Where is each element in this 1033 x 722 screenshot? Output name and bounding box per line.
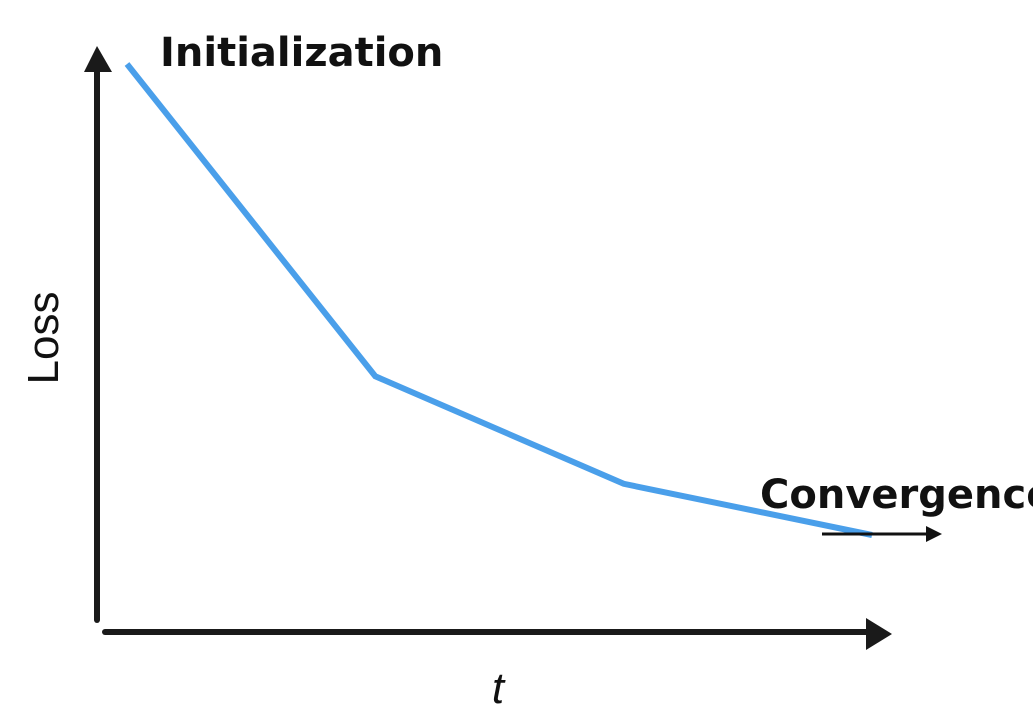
y-axis-arrowhead xyxy=(84,46,112,72)
convergence-arrowhead xyxy=(926,526,942,542)
x-axis-label: t xyxy=(492,664,506,713)
y-axis-label: Loss xyxy=(19,292,68,385)
annotation-convergence: Convergence xyxy=(760,472,1033,518)
loss-series-line xyxy=(124,62,873,538)
annotation-initialization: Initialization xyxy=(160,30,443,76)
x-axis-arrowhead xyxy=(866,618,892,650)
